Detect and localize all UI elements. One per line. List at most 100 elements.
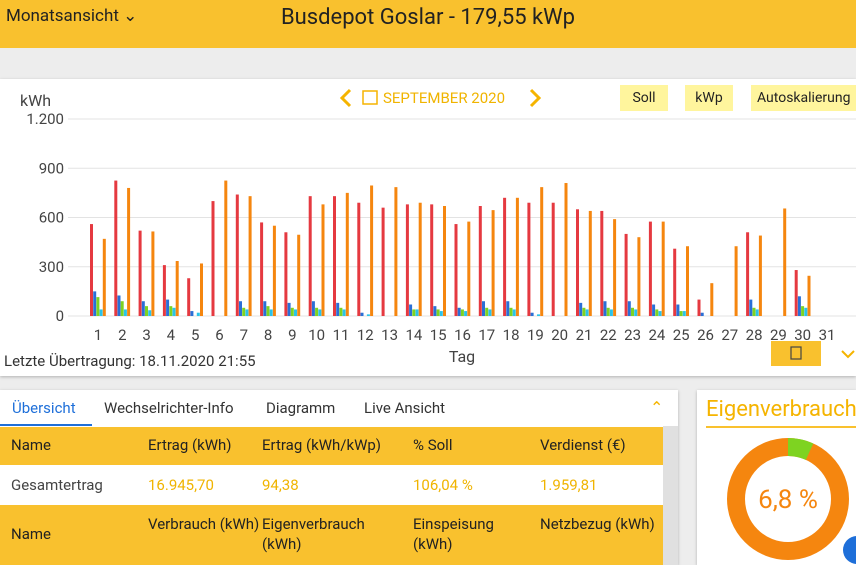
x-tick-label: 19 <box>527 326 544 344</box>
bar <box>488 309 492 316</box>
bar <box>412 309 416 316</box>
soll-button[interactable]: Soll <box>620 85 668 111</box>
bar <box>308 196 312 316</box>
bar <box>613 219 617 316</box>
bar <box>260 222 264 316</box>
bar <box>679 311 683 316</box>
collapse-chevron[interactable]: ⌃ <box>650 398 664 417</box>
bar <box>734 246 738 316</box>
bar <box>624 233 628 316</box>
x-tick-label: 21 <box>576 326 593 344</box>
next-month[interactable] <box>529 88 542 108</box>
bar <box>200 263 203 316</box>
x-tick-label: 23 <box>624 326 641 344</box>
table-header-2 <box>0 505 663 565</box>
x-tick-label: 11 <box>333 326 350 344</box>
x-tick-label: 30 <box>794 326 811 344</box>
page-title: Busdepot Goslar - 179,55 kWp <box>280 5 576 30</box>
bar <box>297 234 301 316</box>
x-tick-label: 3 <box>142 326 150 344</box>
x-tick-label: 14 <box>405 326 422 344</box>
export-button[interactable] <box>771 341 821 366</box>
table-cell: Gesamtertrag <box>11 476 103 494</box>
bar <box>187 278 191 316</box>
bar <box>652 304 656 316</box>
x-tick-label: 12 <box>357 326 374 344</box>
bar <box>439 311 443 316</box>
bar <box>655 309 659 316</box>
month-label[interactable]: SEPTEMBER 2020 <box>383 89 505 107</box>
bar <box>797 296 801 316</box>
header-cell: Einspeisung (kWh) <box>413 515 494 553</box>
bar <box>248 196 252 316</box>
bar <box>804 307 808 316</box>
bar <box>284 232 288 316</box>
bar <box>290 307 294 316</box>
bar <box>148 310 152 316</box>
bar <box>540 187 544 316</box>
scrollbar[interactable] <box>663 426 678 565</box>
tab[interactable]: Wechselrichter-Info <box>104 399 234 417</box>
prev-month[interactable] <box>339 88 352 108</box>
x-tick-label: 18 <box>503 326 520 344</box>
bar <box>114 180 118 316</box>
bar <box>464 311 468 316</box>
x-tick-label: 8 <box>264 326 272 344</box>
bar <box>311 301 315 316</box>
bar <box>405 204 409 316</box>
x-tick-label: 29 <box>770 326 787 344</box>
x-tick-label: 24 <box>648 326 665 344</box>
bar <box>266 306 270 316</box>
header-cell: Name <box>11 525 51 543</box>
export-icon <box>790 346 802 360</box>
bar <box>673 248 677 316</box>
bar <box>172 307 176 316</box>
bar <box>357 202 361 316</box>
last-transfer: Letzte Übertragung: 18.11.2020 21:55 <box>4 352 256 370</box>
bar <box>162 265 166 316</box>
header-cell: Ertrag (kWh) <box>148 436 232 454</box>
donut-segment <box>787 438 814 461</box>
bar <box>315 307 319 316</box>
bar <box>579 302 583 316</box>
bar <box>342 309 346 316</box>
x-tick-label: 31 <box>819 326 836 344</box>
bar <box>801 306 805 316</box>
table-cell: 16.945,70 <box>148 476 214 494</box>
fab-button[interactable] <box>843 536 856 564</box>
x-tick-label: 16 <box>454 326 471 344</box>
tab[interactable]: Übersicht <box>12 399 76 417</box>
x-tick-label: 10 <box>308 326 325 344</box>
y-tick-label: 600 <box>39 209 64 227</box>
header-cell: Eigenverbrauch (kWh) <box>262 515 365 553</box>
kwp-button[interactable]: kWp <box>685 85 733 111</box>
autoscale-button[interactable]: Autoskalierung <box>751 85 856 111</box>
bar <box>339 307 343 316</box>
view-menu[interactable]: Monatsansicht ⌄ <box>6 6 138 26</box>
bar <box>333 196 336 316</box>
bar <box>648 221 652 316</box>
x-tick-label: 9 <box>288 326 296 344</box>
bar <box>637 237 641 316</box>
eigenverbrauch-title: Eigenverbrauch <box>706 397 856 422</box>
table-cell: 94,38 <box>262 476 299 494</box>
bar <box>482 301 485 316</box>
bar <box>460 309 464 316</box>
bar <box>807 275 811 316</box>
bar <box>90 224 93 316</box>
tab[interactable]: Diagramm <box>266 399 336 417</box>
expand-chevron[interactable] <box>841 350 855 359</box>
x-tick-label: 5 <box>191 326 199 344</box>
bar <box>676 304 680 316</box>
bar <box>582 307 586 316</box>
bar <box>515 197 519 316</box>
bar <box>360 312 364 316</box>
menu-label[interactable]: Monatsansicht <box>6 6 119 26</box>
x-tick-label: 25 <box>673 326 690 344</box>
tab[interactable]: Live Ansicht <box>364 399 446 417</box>
bar <box>138 230 142 316</box>
bar <box>457 307 461 316</box>
bar <box>564 183 568 316</box>
table-cell: 106,04 % <box>413 476 473 494</box>
